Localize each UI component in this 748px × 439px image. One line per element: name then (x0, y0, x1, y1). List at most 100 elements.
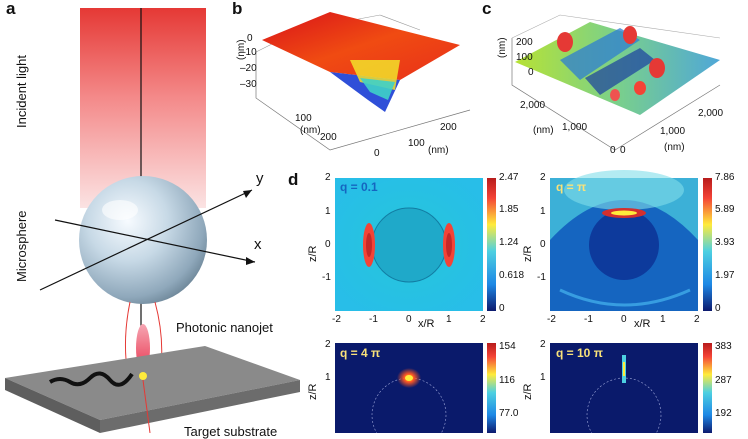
panel-letter-b: b (232, 0, 243, 18)
axis-y-label: y (256, 170, 264, 187)
b-x-tick-2: 200 (440, 122, 457, 133)
c-y-unit: (nm) (664, 142, 685, 153)
cb1-tick-3: 0.618 (499, 270, 525, 281)
substrate-side-right (100, 380, 300, 433)
b-z-tick-3: –30 (240, 79, 257, 90)
microsphere (79, 176, 207, 304)
x-arrowhead (246, 257, 255, 265)
c-y-tick-0: 0 (620, 145, 626, 156)
b-y-tick-0: 100 (295, 113, 312, 124)
sphere-highlight (102, 200, 138, 220)
panel-c-surface-plot (511, 14, 721, 151)
cb2-tick-4: 0 (715, 303, 721, 314)
panel-letter-d: d (288, 170, 299, 189)
d1-y-tick-0: 2 (325, 172, 331, 183)
d2-x-tick-0: -2 (547, 314, 556, 325)
c-z-tick-2: 0 (528, 67, 534, 78)
y-arrowhead (243, 190, 252, 198)
b-z-tick-0: 0 (247, 33, 253, 44)
d2-y-tick-1: 1 (540, 206, 546, 217)
microsphere-label: Microsphere (14, 210, 29, 282)
d2-y-tick-0: 2 (540, 172, 546, 183)
d4-y-tick-0: 2 (540, 339, 546, 350)
focal-spot (139, 372, 147, 380)
incident-beam (80, 8, 206, 208)
cb2-tick-3: 1.97 (715, 270, 735, 281)
d4-y-tick-1: 1 (540, 372, 546, 383)
d3-y-tick-0: 2 (325, 339, 331, 350)
q-label-map1: q = 0.1 (340, 180, 378, 194)
d1-x-tick-3: 1 (446, 314, 452, 325)
field-map-q10pi (550, 343, 698, 433)
cb3-tick-1: 116 (499, 375, 515, 386)
substrate-top (5, 346, 300, 420)
b-x-tick-0: 0 (374, 148, 380, 159)
c-z-tick-1: 100 (516, 52, 533, 63)
colorbar-q10pi (703, 343, 712, 433)
cb2-tick-1: 5.89 (715, 204, 735, 215)
cb1-tick-2: 1.24 (499, 237, 519, 248)
c-x-unit: (nm) (533, 125, 554, 136)
x-axis-line (54, 219, 256, 263)
d1-x-tick-4: 2 (480, 314, 486, 325)
d-zr-label-3: z/R (307, 383, 319, 401)
d-zr-label-4: z/R (522, 383, 534, 401)
colorbar-q4pi (487, 343, 496, 433)
d2-x-tick-1: -1 (584, 314, 593, 325)
d-zr-label-2: z/R (522, 245, 534, 263)
target-substrate-label: Target substrate (184, 424, 278, 439)
panel-letter-a: a (6, 0, 16, 18)
b-y-unit: (nm) (300, 125, 321, 136)
b-x-tick-1: 100 (408, 138, 425, 149)
cb2-tick-2: 3.93 (715, 237, 735, 248)
q-label-map3: q = 4 π (340, 346, 381, 360)
panel-b-surface-plot (255, 12, 471, 151)
d1-x-tick-1: -1 (369, 314, 378, 325)
c-x-tick-0: 2,000 (520, 100, 546, 111)
d1-y-tick-3: -1 (322, 272, 331, 283)
cb4-tick-2: 192 (715, 408, 732, 419)
incident-light-label: Incident light (14, 55, 29, 128)
y-axis-line (39, 189, 253, 291)
cb1-tick-1: 1.85 (499, 204, 519, 215)
cb3-tick-2: 77.0 (499, 408, 519, 419)
photonic-nanojet-label: Photonic nanojet (176, 320, 273, 335)
d2-x-tick-3: 1 (660, 314, 666, 325)
cb3-tick-0: 154 (499, 341, 516, 352)
cb2-tick-0: 7.86 (715, 172, 735, 183)
d1-x-tick-2: 0 (406, 314, 412, 325)
c-x-tick-1: 1,000 (562, 122, 588, 133)
b-x-unit: (nm) (428, 145, 449, 156)
b-z-tick-1: –10 (240, 47, 257, 58)
written-line (48, 371, 134, 387)
d1-x-tick-0: -2 (332, 314, 341, 325)
cb4-tick-1: 287 (715, 375, 732, 386)
b-y-tick-1: 200 (320, 132, 337, 143)
colorbar-qpi (703, 178, 712, 311)
b-z-tick-2: –20 (240, 63, 257, 74)
d2-x-tick-4: 2 (694, 314, 700, 325)
d2-y-tick-3: -1 (537, 272, 546, 283)
d-xr-label-2: x/R (634, 318, 651, 330)
c-x-tick-2: 0 (610, 145, 616, 156)
substrate-side-left (5, 378, 100, 433)
d3-y-tick-1: 1 (325, 372, 331, 383)
d2-x-tick-2: 0 (621, 314, 627, 325)
d2-y-tick-2: 0 (540, 239, 546, 250)
d-zr-label-1: z/R (307, 245, 319, 263)
c-z-tick-0: 200 (516, 37, 533, 48)
field-map-q4pi (335, 343, 483, 433)
field-map-q01 (335, 178, 483, 311)
q-label-map4: q = 10 π (556, 346, 603, 360)
q-label-map2: q = π (556, 180, 587, 194)
c-y-tick-1: 1,000 (660, 126, 686, 137)
colorbar-q01 (487, 178, 496, 311)
cb4-tick-0: 383 (715, 341, 732, 352)
d1-y-tick-1: 1 (325, 206, 331, 217)
panel-letter-c: c (482, 0, 492, 18)
d-xr-label-1: x/R (418, 318, 435, 330)
jet-tail (142, 379, 151, 433)
d1-y-tick-2: 0 (325, 239, 331, 250)
cb1-tick-4: 0 (499, 303, 505, 314)
